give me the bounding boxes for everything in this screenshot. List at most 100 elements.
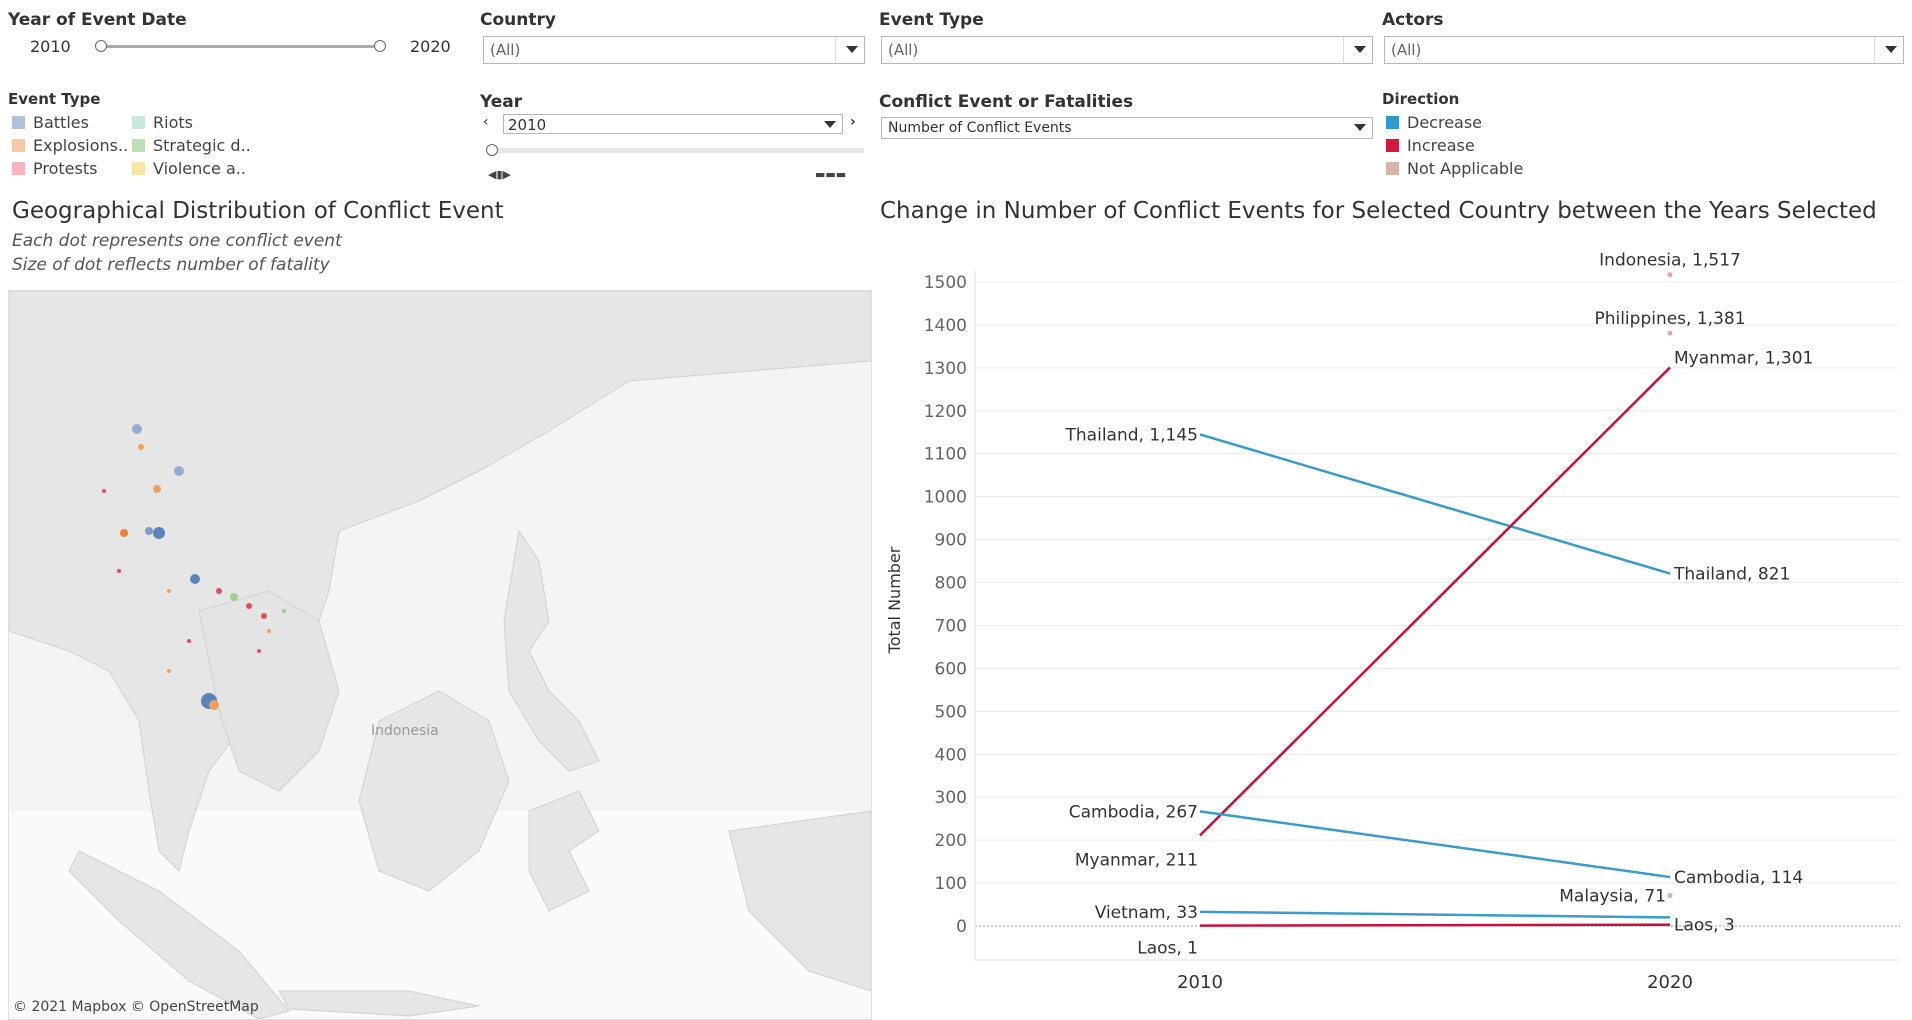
legend-swatch (132, 116, 145, 129)
data-label: Cambodia, 114 (1674, 868, 1803, 888)
actors-dropdown[interactable]: (All) (1384, 36, 1904, 64)
y-tick-label: 0 (956, 917, 967, 937)
data-label: Malaysia, 71 (1559, 887, 1666, 907)
direction-legend-item[interactable]: Not Applicable (1386, 159, 1523, 178)
legend-label: Strategic d.. (153, 136, 251, 155)
data-label: Myanmar, 211 (1075, 850, 1198, 870)
legend-swatch (1386, 116, 1399, 129)
map-attribution: © 2021 Mapbox © OpenStreetMap (13, 999, 259, 1015)
data-label: Indonesia, 1,517 (1599, 251, 1741, 271)
actors-label: Actors (1382, 10, 1444, 30)
chevron-down-icon (846, 46, 858, 53)
y-axis-title: Total Number (885, 546, 904, 654)
actors-value: (All) (1391, 41, 1422, 59)
legend-label: Riots (153, 113, 193, 132)
legend-label: Explosions.. (33, 136, 129, 155)
event-legend-item[interactable]: Violence a.. (132, 159, 246, 178)
year-slider-handle[interactable] (486, 144, 498, 156)
direction-legend-item[interactable]: Decrease (1386, 113, 1482, 132)
conflict-map[interactable]: Indonesia © 2021 Mapbox © OpenStreetMap (8, 290, 872, 1020)
chart-title: Change in Number of Conflict Events for … (880, 198, 1877, 224)
playback-controls[interactable]: ◀▮▶ (488, 168, 511, 181)
playback-speed-icon[interactable]: ▬▬▬ (815, 168, 847, 181)
y-tick-label: 1200 (924, 402, 967, 422)
y-tick-label: 1300 (924, 359, 967, 379)
data-label: Laos, 1 (1137, 939, 1198, 959)
measure-dropdown[interactable]: Number of Conflict Events (881, 117, 1373, 139)
chart-canvas: 0 100 200 300 400 500 600 700 800 900 1000 1100 1200… (885, 251, 1900, 993)
legend-swatch (132, 162, 145, 175)
year-range-label: Year of Event Date (8, 10, 187, 30)
data-label: Vietnam, 33 (1095, 903, 1198, 923)
chevron-down-icon (1354, 46, 1366, 53)
country-dropdown[interactable]: (All) (483, 36, 865, 64)
data-point (1667, 272, 1673, 278)
y-tick-label: 100 (935, 874, 967, 894)
legend-label: Not Applicable (1407, 159, 1524, 178)
series-line (1199, 433, 1671, 575)
next-year-button[interactable]: › (850, 114, 856, 130)
prev-year-button[interactable]: ‹ (483, 114, 489, 130)
direction-legend-title: Direction (1382, 90, 1460, 108)
y-tick-label: 400 (935, 745, 967, 765)
data-label: Myanmar, 1,301 (1674, 348, 1813, 368)
year-range-slider[interactable] (100, 45, 382, 48)
year-label: Year (480, 92, 523, 112)
legend-label: Decrease (1407, 113, 1483, 132)
year-range-max-handle[interactable] (374, 40, 386, 52)
event-type-value: (All) (888, 41, 919, 59)
direction-legend-item[interactable]: Increase (1386, 136, 1475, 155)
year-range-min-handle[interactable] (95, 40, 107, 52)
legend-swatch (132, 139, 145, 152)
x-tick-label: 2020 (1647, 972, 1693, 993)
y-tick-label: 1400 (924, 316, 967, 336)
y-tick-label: 200 (935, 831, 967, 851)
year-slider[interactable] (490, 148, 864, 153)
legend-swatch (1386, 139, 1399, 152)
line-chart: 0 100 200 300 400 500 600 700 800 900 1000 1100 1200… (880, 240, 1910, 1010)
data-label: Thailand, 821 (1673, 565, 1790, 585)
event-legend-item[interactable]: Strategic d.. (132, 136, 251, 155)
country-value: (All) (490, 41, 521, 59)
event-legend-item[interactable]: Riots (132, 113, 193, 132)
event-type-label: Event Type (879, 10, 984, 30)
event-legend-title: Event Type (8, 90, 101, 108)
legend-swatch (1386, 162, 1399, 175)
series-line (1199, 810, 1671, 879)
chevron-down-icon (1354, 124, 1366, 131)
data-label: Cambodia, 267 (1069, 802, 1198, 822)
legend-swatch (12, 162, 25, 175)
y-tick-label: 800 (935, 574, 967, 594)
data-point (1667, 330, 1673, 336)
y-tick-label: 900 (935, 531, 967, 551)
legend-label: Increase (1407, 136, 1475, 155)
map-subtitle-2: Size of dot reflects number of fatality (12, 255, 330, 275)
year-value: 2010 (508, 116, 547, 134)
series-line (1199, 923, 1671, 927)
event-type-dropdown[interactable]: (All) (881, 36, 1373, 64)
chevron-down-icon (1885, 46, 1897, 53)
data-point (1667, 893, 1673, 899)
y-tick-label: 1500 (924, 273, 967, 293)
event-legend-item[interactable]: Explosions.. (12, 136, 128, 155)
y-tick-label: 600 (935, 659, 967, 679)
y-tick-label: 500 (935, 702, 967, 722)
data-label: Philippines, 1,381 (1594, 309, 1745, 329)
chevron-down-icon (824, 121, 836, 128)
legend-swatch (12, 116, 25, 129)
legend-label: Battles (33, 113, 89, 132)
map-title: Geographical Distribution of Conflict Ev… (12, 198, 504, 224)
data-label: Thailand, 1,145 (1065, 425, 1198, 445)
map-canvas (9, 291, 871, 1019)
legend-swatch (12, 139, 25, 152)
y-tick-label: 700 (935, 616, 967, 636)
year-range-max: 2020 (410, 37, 451, 56)
event-legend-item[interactable]: Protests (12, 159, 97, 178)
event-legend-item[interactable]: Battles (12, 113, 89, 132)
map-subtitle-1: Each dot represents one conflict event (12, 231, 342, 251)
legend-label: Violence a.. (153, 159, 246, 178)
measure-label: Conflict Event or Fatalities (879, 92, 1134, 112)
country-label: Country (480, 10, 556, 30)
year-range-min: 2010 (30, 37, 71, 56)
year-dropdown[interactable]: 2010 (503, 114, 843, 134)
